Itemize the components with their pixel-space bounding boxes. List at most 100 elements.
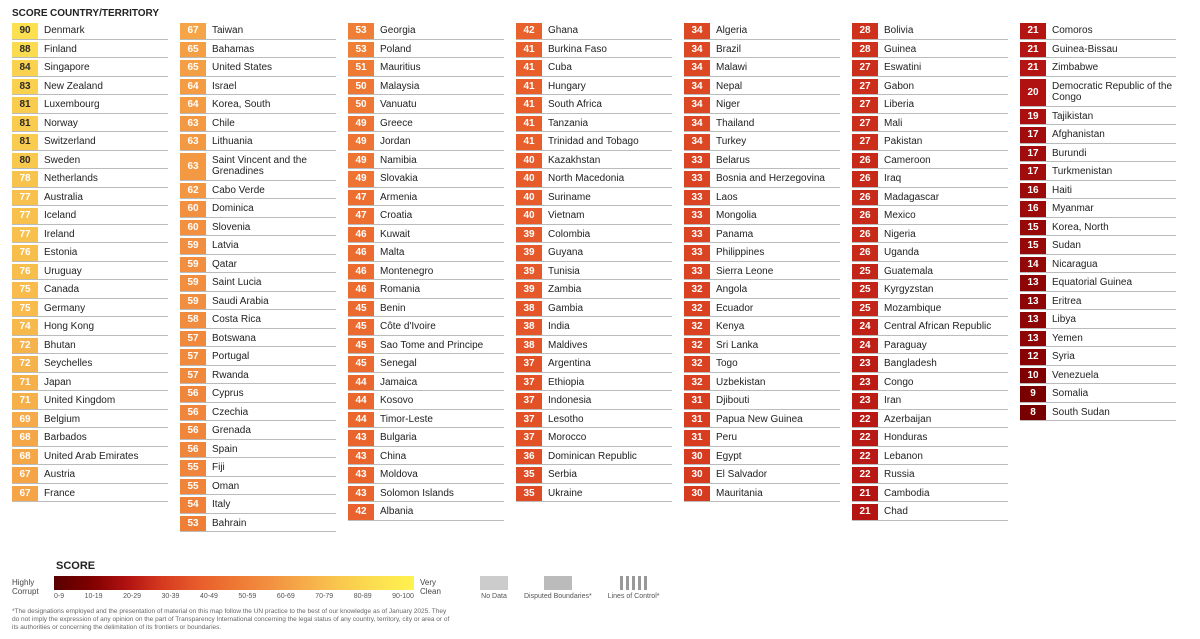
country-cell: Slovenia (206, 220, 250, 236)
score-cell: 31 (684, 412, 710, 428)
table-row: 72Bhutan (12, 338, 168, 355)
score-cell: 77 (12, 208, 38, 224)
table-row: 58Costa Rica (180, 312, 336, 329)
score-cell: 45 (348, 319, 374, 335)
country-cell: Cambodia (878, 486, 930, 502)
table-row: 37Argentina (516, 356, 672, 373)
country-cell: Uzbekistan (710, 375, 765, 391)
table-row: 19Tajikistan (1020, 109, 1176, 126)
score-cell: 62 (180, 183, 206, 199)
table-row: 60Slovenia (180, 220, 336, 237)
country-cell: Syria (1046, 349, 1075, 365)
score-cell: 33 (684, 171, 710, 187)
score-cell: 30 (684, 467, 710, 483)
country-cell: Sao Tome and Principe (374, 338, 483, 354)
table-row: 26Uganda (852, 245, 1008, 262)
table-row: 10Venezuela (1020, 368, 1176, 385)
table-row: 13Libya (1020, 312, 1176, 329)
score-cell: 71 (12, 375, 38, 391)
table-row: 17Afghanistan (1020, 127, 1176, 144)
country-cell: Nigeria (878, 227, 916, 243)
score-cell: 39 (516, 264, 542, 280)
table-row: 41Burkina Faso (516, 42, 672, 59)
table-row: 42Albania (348, 504, 504, 521)
table-row: 53Georgia (348, 23, 504, 40)
score-cell: 27 (852, 116, 878, 132)
country-cell: Turkey (710, 134, 746, 150)
table-row: 46Romania (348, 282, 504, 299)
score-cell: 33 (684, 264, 710, 280)
score-cell: 26 (852, 245, 878, 261)
score-cell: 16 (1020, 201, 1046, 217)
score-cell: 40 (516, 190, 542, 206)
lines-label: Lines of Control* (608, 593, 660, 600)
country-cell: Ethiopia (542, 375, 584, 391)
country-cell: Mozambique (878, 301, 941, 317)
score-cell: 28 (852, 42, 878, 58)
country-cell: Portugal (206, 349, 249, 365)
table-row: 25Mozambique (852, 301, 1008, 318)
table-row: 81Switzerland (12, 134, 168, 151)
country-cell: Germany (38, 301, 85, 317)
table-row: 13Equatorial Guinea (1020, 275, 1176, 292)
country-cell: Sierra Leone (710, 264, 773, 280)
country-cell: Malaysia (374, 79, 419, 95)
legend-right-label: Very Clean (420, 579, 456, 597)
score-cell: 59 (180, 257, 206, 273)
table-row: 22Honduras (852, 430, 1008, 447)
country-cell: Sudan (1046, 238, 1081, 254)
table-row: 38Maldives (516, 338, 672, 355)
country-cell: Bolivia (878, 23, 913, 39)
country-cell: Haiti (1046, 183, 1072, 199)
table-row: 46Montenegro (348, 264, 504, 281)
table-row: 23Bangladesh (852, 356, 1008, 373)
country-cell: Romania (374, 282, 420, 298)
score-cell: 35 (516, 486, 542, 502)
table-row: 39Guyana (516, 245, 672, 262)
country-cell: Timor-Leste (374, 412, 433, 428)
table-row: 33Sierra Leone (684, 264, 840, 281)
country-cell: Mauritania (710, 486, 763, 502)
score-cell: 23 (852, 375, 878, 391)
table-row: 22Russia (852, 467, 1008, 484)
country-cell: Burkina Faso (542, 42, 607, 58)
score-cell: 12 (1020, 349, 1046, 365)
table-row: 56Cyprus (180, 386, 336, 403)
country-cell: Niger (710, 97, 740, 113)
country-cell: North Macedonia (542, 171, 624, 187)
table-row: 40Kazakhstan (516, 153, 672, 170)
score-cell: 39 (516, 245, 542, 261)
tick-label: 70-79 (315, 593, 333, 600)
table-row: 69Belgium (12, 412, 168, 429)
table-row: 27Mali (852, 116, 1008, 133)
country-cell: China (374, 449, 406, 465)
country-cell: Lesotho (542, 412, 584, 428)
country-cell: Cameroon (878, 153, 931, 169)
score-cell: 37 (516, 393, 542, 409)
table-row: 39Colombia (516, 227, 672, 244)
country-cell: Uganda (878, 245, 919, 261)
score-cell: 21 (1020, 60, 1046, 76)
table-row: 23Iran (852, 393, 1008, 410)
table-row: 88Finland (12, 42, 168, 59)
country-cell: Guinea-Bissau (1046, 42, 1118, 58)
table-row: 63Chile (180, 116, 336, 133)
country-cell: Malta (374, 245, 404, 261)
table-row: 16Haiti (1020, 183, 1176, 200)
table-row: 77Ireland (12, 227, 168, 244)
country-cell: Suriname (542, 190, 591, 206)
table-row: 64Korea, South (180, 97, 336, 114)
table-row: 39Zambia (516, 282, 672, 299)
score-cell: 53 (348, 23, 374, 39)
score-cell: 15 (1020, 238, 1046, 254)
score-cell: 13 (1020, 294, 1046, 310)
score-cell: 28 (852, 23, 878, 39)
score-cell: 21 (1020, 23, 1046, 39)
score-cell: 43 (348, 467, 374, 483)
table-row: 60Dominica (180, 201, 336, 218)
table-row: 32Uzbekistan (684, 375, 840, 392)
table-row: 31Peru (684, 430, 840, 447)
country-cell: Bosnia and Herzegovina (710, 171, 825, 187)
table-row: 53Poland (348, 42, 504, 59)
country-cell: Ukraine (542, 486, 582, 502)
